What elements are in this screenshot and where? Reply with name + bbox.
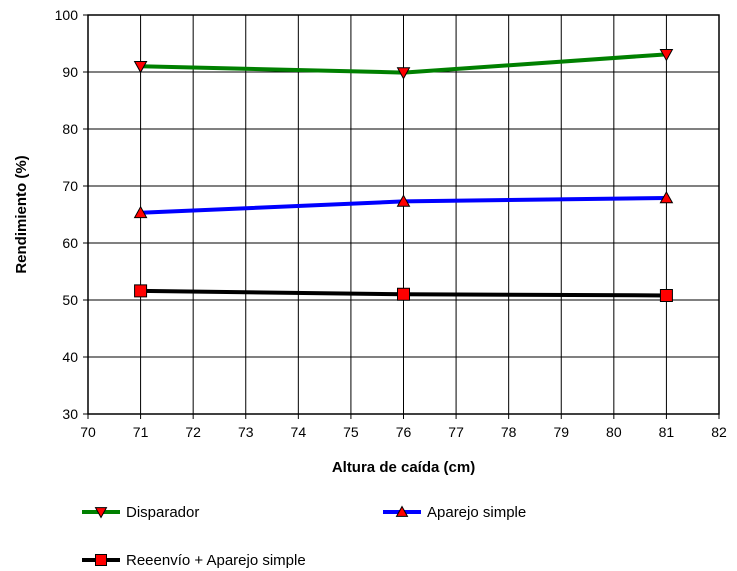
y-tick-label: 100 [55, 7, 79, 23]
y-axis-title: Rendimiento (%) [13, 155, 30, 273]
data-point[interactable] [659, 190, 674, 204]
legend-swatch-marker [95, 554, 107, 566]
x-tick-label: 81 [659, 424, 675, 440]
x-tick-label: 78 [501, 424, 517, 440]
data-point[interactable] [659, 49, 674, 62]
data-point[interactable] [659, 288, 673, 302]
y-tick-label: 50 [62, 292, 78, 308]
y-tick-label: 90 [62, 64, 78, 80]
series-markers [133, 49, 674, 302]
legend-item-aparejo-simple[interactable]: Aparejo simple [383, 504, 526, 521]
y-tick-label: 60 [62, 235, 78, 251]
data-point[interactable] [396, 194, 411, 207]
x-tick-label: 75 [343, 424, 359, 440]
y-axis-ticks: 30 40 50 60 70 80 90 100 [55, 7, 88, 422]
data-point[interactable] [133, 61, 148, 74]
y-tick-label: 70 [62, 178, 78, 194]
y-tick-label: 80 [62, 121, 78, 137]
y-tick-label: 30 [62, 406, 78, 422]
y-tick-label: 40 [62, 349, 78, 365]
legend: Disparador Aparejo simple Reeenvío + Apa… [82, 504, 526, 569]
legend-item-disparador[interactable]: Disparador [82, 504, 199, 521]
legend-label: Disparador [126, 504, 199, 521]
x-axis-title: Altura de caída (cm) [332, 459, 475, 476]
x-tick-label: 76 [396, 424, 412, 440]
x-tick-label: 73 [238, 424, 254, 440]
data-point[interactable] [134, 284, 148, 298]
legend-label: Aparejo simple [427, 504, 526, 521]
x-tick-label: 71 [133, 424, 149, 440]
x-tick-label: 72 [185, 424, 201, 440]
legend-swatch-marker [94, 507, 108, 519]
x-axis-ticks: 70 71 72 73 74 75 76 77 78 79 80 81 82 [80, 414, 727, 440]
x-tick-label: 74 [291, 424, 307, 440]
x-tick-label: 82 [711, 424, 727, 440]
x-tick-label: 70 [80, 424, 96, 440]
legend-swatch-marker [395, 505, 409, 517]
x-tick-label: 79 [553, 424, 569, 440]
data-point[interactable] [397, 287, 410, 301]
x-tick-label: 77 [448, 424, 464, 440]
x-tick-label: 80 [606, 424, 622, 440]
data-point[interactable] [133, 205, 148, 219]
legend-label: Reeenvío + Aparejo simple [126, 552, 306, 569]
data-point[interactable] [396, 67, 411, 80]
legend-item-reenvio-aparejo-simple[interactable]: Reeenvío + Aparejo simple [82, 552, 306, 569]
